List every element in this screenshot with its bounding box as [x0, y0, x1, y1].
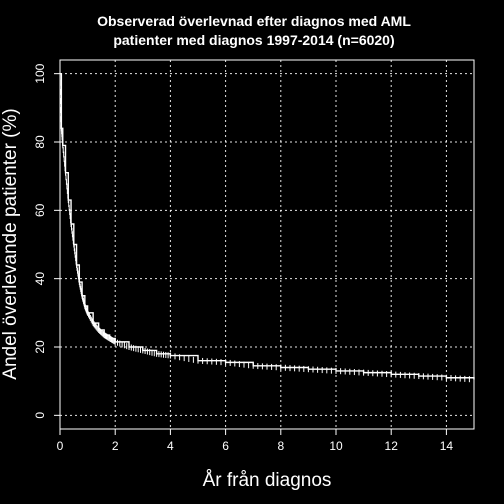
x-tick-label: 8 — [277, 439, 284, 453]
plot-frame — [59, 59, 475, 430]
y-tick-label: 0 — [33, 412, 47, 419]
grid-lines — [59, 60, 474, 429]
chart-title: Observerad överlevnad efter diagnos med … — [97, 13, 411, 29]
chart-subtitle: patienter med diagnos 1997-2014 (n=6020) — [113, 32, 394, 48]
y-tick-label: 60 — [33, 203, 47, 217]
survival-line — [60, 72, 475, 380]
y-axis: 0 20 40 60 80 100 — [33, 63, 60, 419]
x-axis: 0 2 4 6 8 10 12 14 — [57, 429, 454, 453]
x-tick-label: 12 — [385, 439, 399, 453]
y-tick-label: 40 — [33, 272, 47, 286]
x-tick-label: 2 — [112, 439, 119, 453]
y-axis-title: Andel överlevande patienter (%) — [0, 108, 21, 379]
x-tick-label: 14 — [440, 439, 454, 453]
x-axis-title: År från diagnos — [203, 470, 332, 491]
x-tick-label: 4 — [167, 439, 174, 453]
x-tick-label: 10 — [329, 439, 343, 453]
y-tick-label: 20 — [33, 340, 47, 354]
survival-curve — [59, 72, 475, 383]
y-tick-label: 80 — [33, 135, 47, 149]
y-tick-label: 100 — [33, 63, 47, 83]
x-tick-label: 0 — [57, 439, 64, 453]
x-tick-label: 6 — [222, 439, 229, 453]
